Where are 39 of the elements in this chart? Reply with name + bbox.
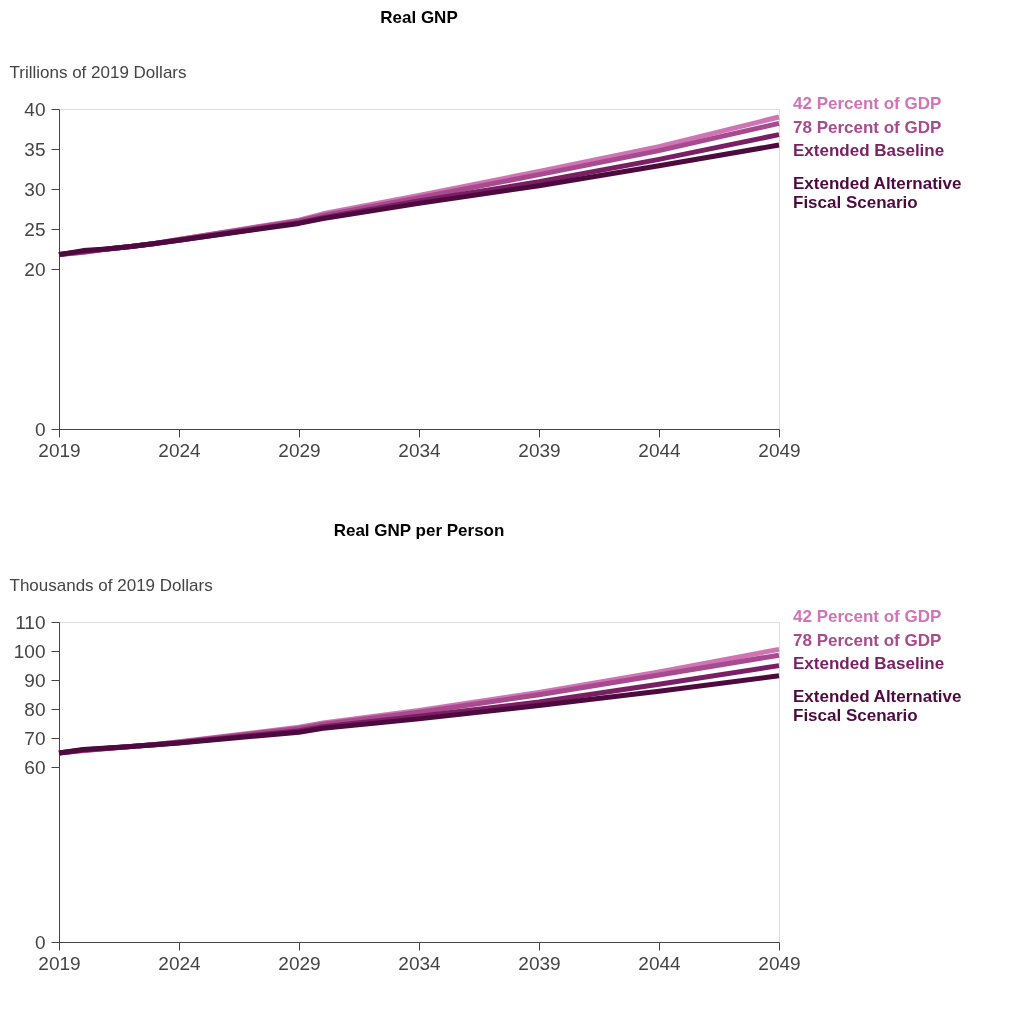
y-tick-label: 0 <box>34 418 46 440</box>
series-label: 78 Percent of GDP <box>793 117 942 137</box>
y-tick-label: 30 <box>24 178 46 200</box>
x-tick-label: 2044 <box>638 952 682 974</box>
x-tick-label: 2039 <box>518 439 561 461</box>
y-axis-title: Trillions of 2019 Dollars <box>9 62 187 82</box>
x-tick-label: 2034 <box>398 439 442 461</box>
chart-title: Real GNP per Person <box>333 521 505 540</box>
y-tick-label: 80 <box>24 698 46 720</box>
x-tick-label: 2019 <box>38 439 81 461</box>
x-tick-label: 2049 <box>758 952 801 974</box>
series-label: 42 Percent of GDP <box>793 94 942 113</box>
series-label: Extended Alternative Fiscal Scenario <box>793 686 962 725</box>
x-tick-label: 2019 <box>38 952 81 974</box>
x-tick-label: 2029 <box>278 952 321 974</box>
chart-title: Real GNP <box>380 8 458 27</box>
y-tick-label: 100 <box>13 640 46 662</box>
series-label: Extended Baseline <box>793 654 945 673</box>
x-tick-label: 2039 <box>518 952 561 974</box>
x-tick-label: 2024 <box>158 439 202 461</box>
y-tick-label: 25 <box>24 218 46 240</box>
y-axis-title: Thousands of 2019 Dollars <box>9 575 213 595</box>
y-tick-label: 40 <box>24 98 46 120</box>
series-label: 78 Percent of GDP <box>793 630 942 650</box>
y-tick-label: 70 <box>24 727 46 749</box>
y-tick-label: 110 <box>15 611 46 633</box>
series-label: Extended Alternative Fiscal Scenario <box>793 173 962 212</box>
x-tick-label: 2024 <box>158 952 202 974</box>
x-tick-label: 2034 <box>398 952 442 974</box>
y-tick-label: 90 <box>24 669 46 691</box>
series-label: Extended Baseline <box>793 141 945 160</box>
x-tick-label: 2044 <box>638 439 682 461</box>
y-tick-label: 35 <box>24 138 46 160</box>
x-tick-label: 2049 <box>758 439 801 461</box>
series-label: 42 Percent of GDP <box>793 607 942 626</box>
y-tick-label: 60 <box>24 756 46 778</box>
x-tick-label: 2029 <box>278 439 321 461</box>
y-tick-label: 0 <box>34 931 46 953</box>
y-tick-label: 20 <box>24 258 46 280</box>
